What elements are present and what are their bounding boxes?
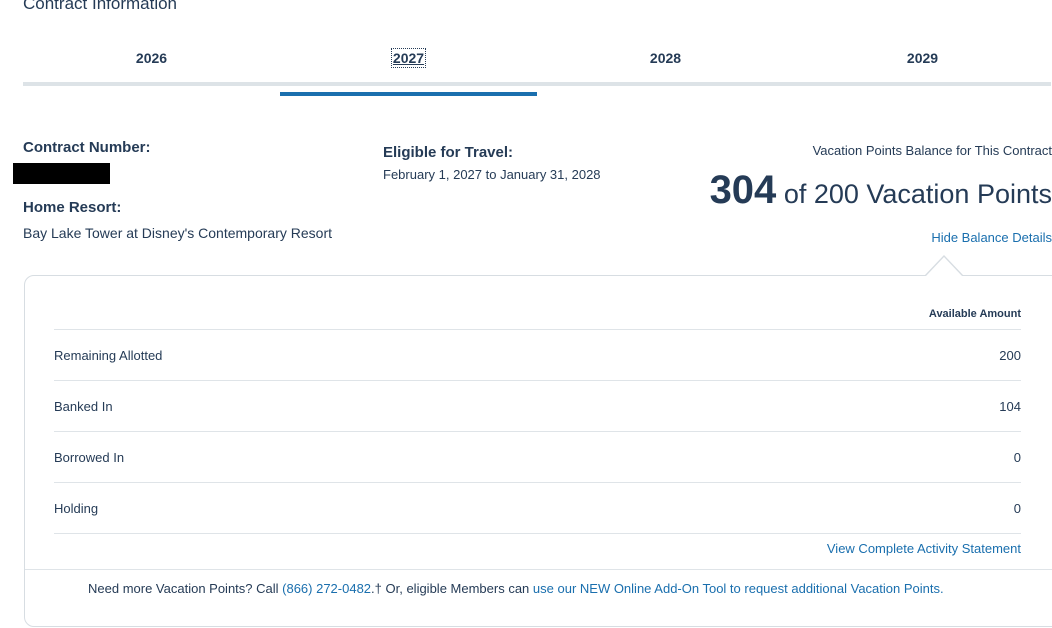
points-available: 304 <box>709 168 777 212</box>
hide-balance-details-link[interactable]: Hide Balance Details <box>931 230 1052 245</box>
row-value: 0 <box>1013 500 1021 516</box>
year-tabs: 2026 2027 2028 2029 <box>23 40 1051 96</box>
add-on-tool-link[interactable]: use our NEW Online Add-On Tool to reques… <box>532 581 944 596</box>
points-balance: 304 of 200 Vacation Points <box>710 168 1052 213</box>
row-label: Remaining Allotted <box>54 347 163 363</box>
row-value: 200 <box>999 347 1021 363</box>
contract-number-redacted <box>13 163 110 184</box>
section-title: Contract Information <box>23 0 178 13</box>
table-row: Holding 0 <box>54 483 1021 534</box>
tab-2026[interactable]: 2026 <box>23 40 280 86</box>
contract-number-label: Contract Number: <box>23 139 151 156</box>
available-amount-header: Available Amount <box>54 300 1021 330</box>
home-resort-value: Bay Lake Tower at Disney's Contemporary … <box>23 225 332 241</box>
tab-2029[interactable]: 2029 <box>794 40 1051 86</box>
balance-details-panel <box>24 275 1052 627</box>
view-activity-statement-link[interactable]: View Complete Activity Statement <box>826 541 1021 556</box>
row-value: 0 <box>1013 449 1021 465</box>
table-row: Banked In 104 <box>54 381 1021 432</box>
row-label: Borrowed In <box>54 449 125 465</box>
row-label: Holding <box>54 500 99 516</box>
tab-label: 2028 <box>649 50 682 66</box>
home-resort-label: Home Resort: <box>23 199 122 216</box>
table-row: Borrowed In 0 <box>54 432 1021 483</box>
eligible-travel-label: Eligible for Travel: <box>383 144 514 161</box>
row-label: Banked In <box>54 398 113 414</box>
panel-pointer-fill <box>926 257 962 276</box>
phone-link[interactable]: (866) 272-0482 <box>282 581 372 596</box>
footer-divider <box>25 569 1052 570</box>
row-value: 104 <box>999 398 1021 414</box>
tab-label: 2026 <box>135 50 168 66</box>
tab-2028[interactable]: 2028 <box>537 40 794 86</box>
footer-prefix: Need more Vacation Points? Call <box>88 581 283 596</box>
points-allotted-text: of 200 Vacation Points <box>776 179 1052 209</box>
tab-label: 2029 <box>906 50 939 66</box>
table-row: Remaining Allotted 200 <box>54 330 1021 381</box>
footer-middle: .† Or, eligible Members can <box>371 581 533 596</box>
eligible-travel-value: February 1, 2027 to January 31, 2028 <box>383 167 601 182</box>
balance-caption: Vacation Points Balance for This Contrac… <box>812 143 1052 158</box>
add-points-note: Need more Vacation Points? Call (866) 27… <box>88 581 944 596</box>
balance-details-table: Available Amount Remaining Allotted 200 … <box>54 300 1021 534</box>
tab-label: 2027 <box>390 48 427 68</box>
tab-2027[interactable]: 2027 <box>280 40 537 96</box>
